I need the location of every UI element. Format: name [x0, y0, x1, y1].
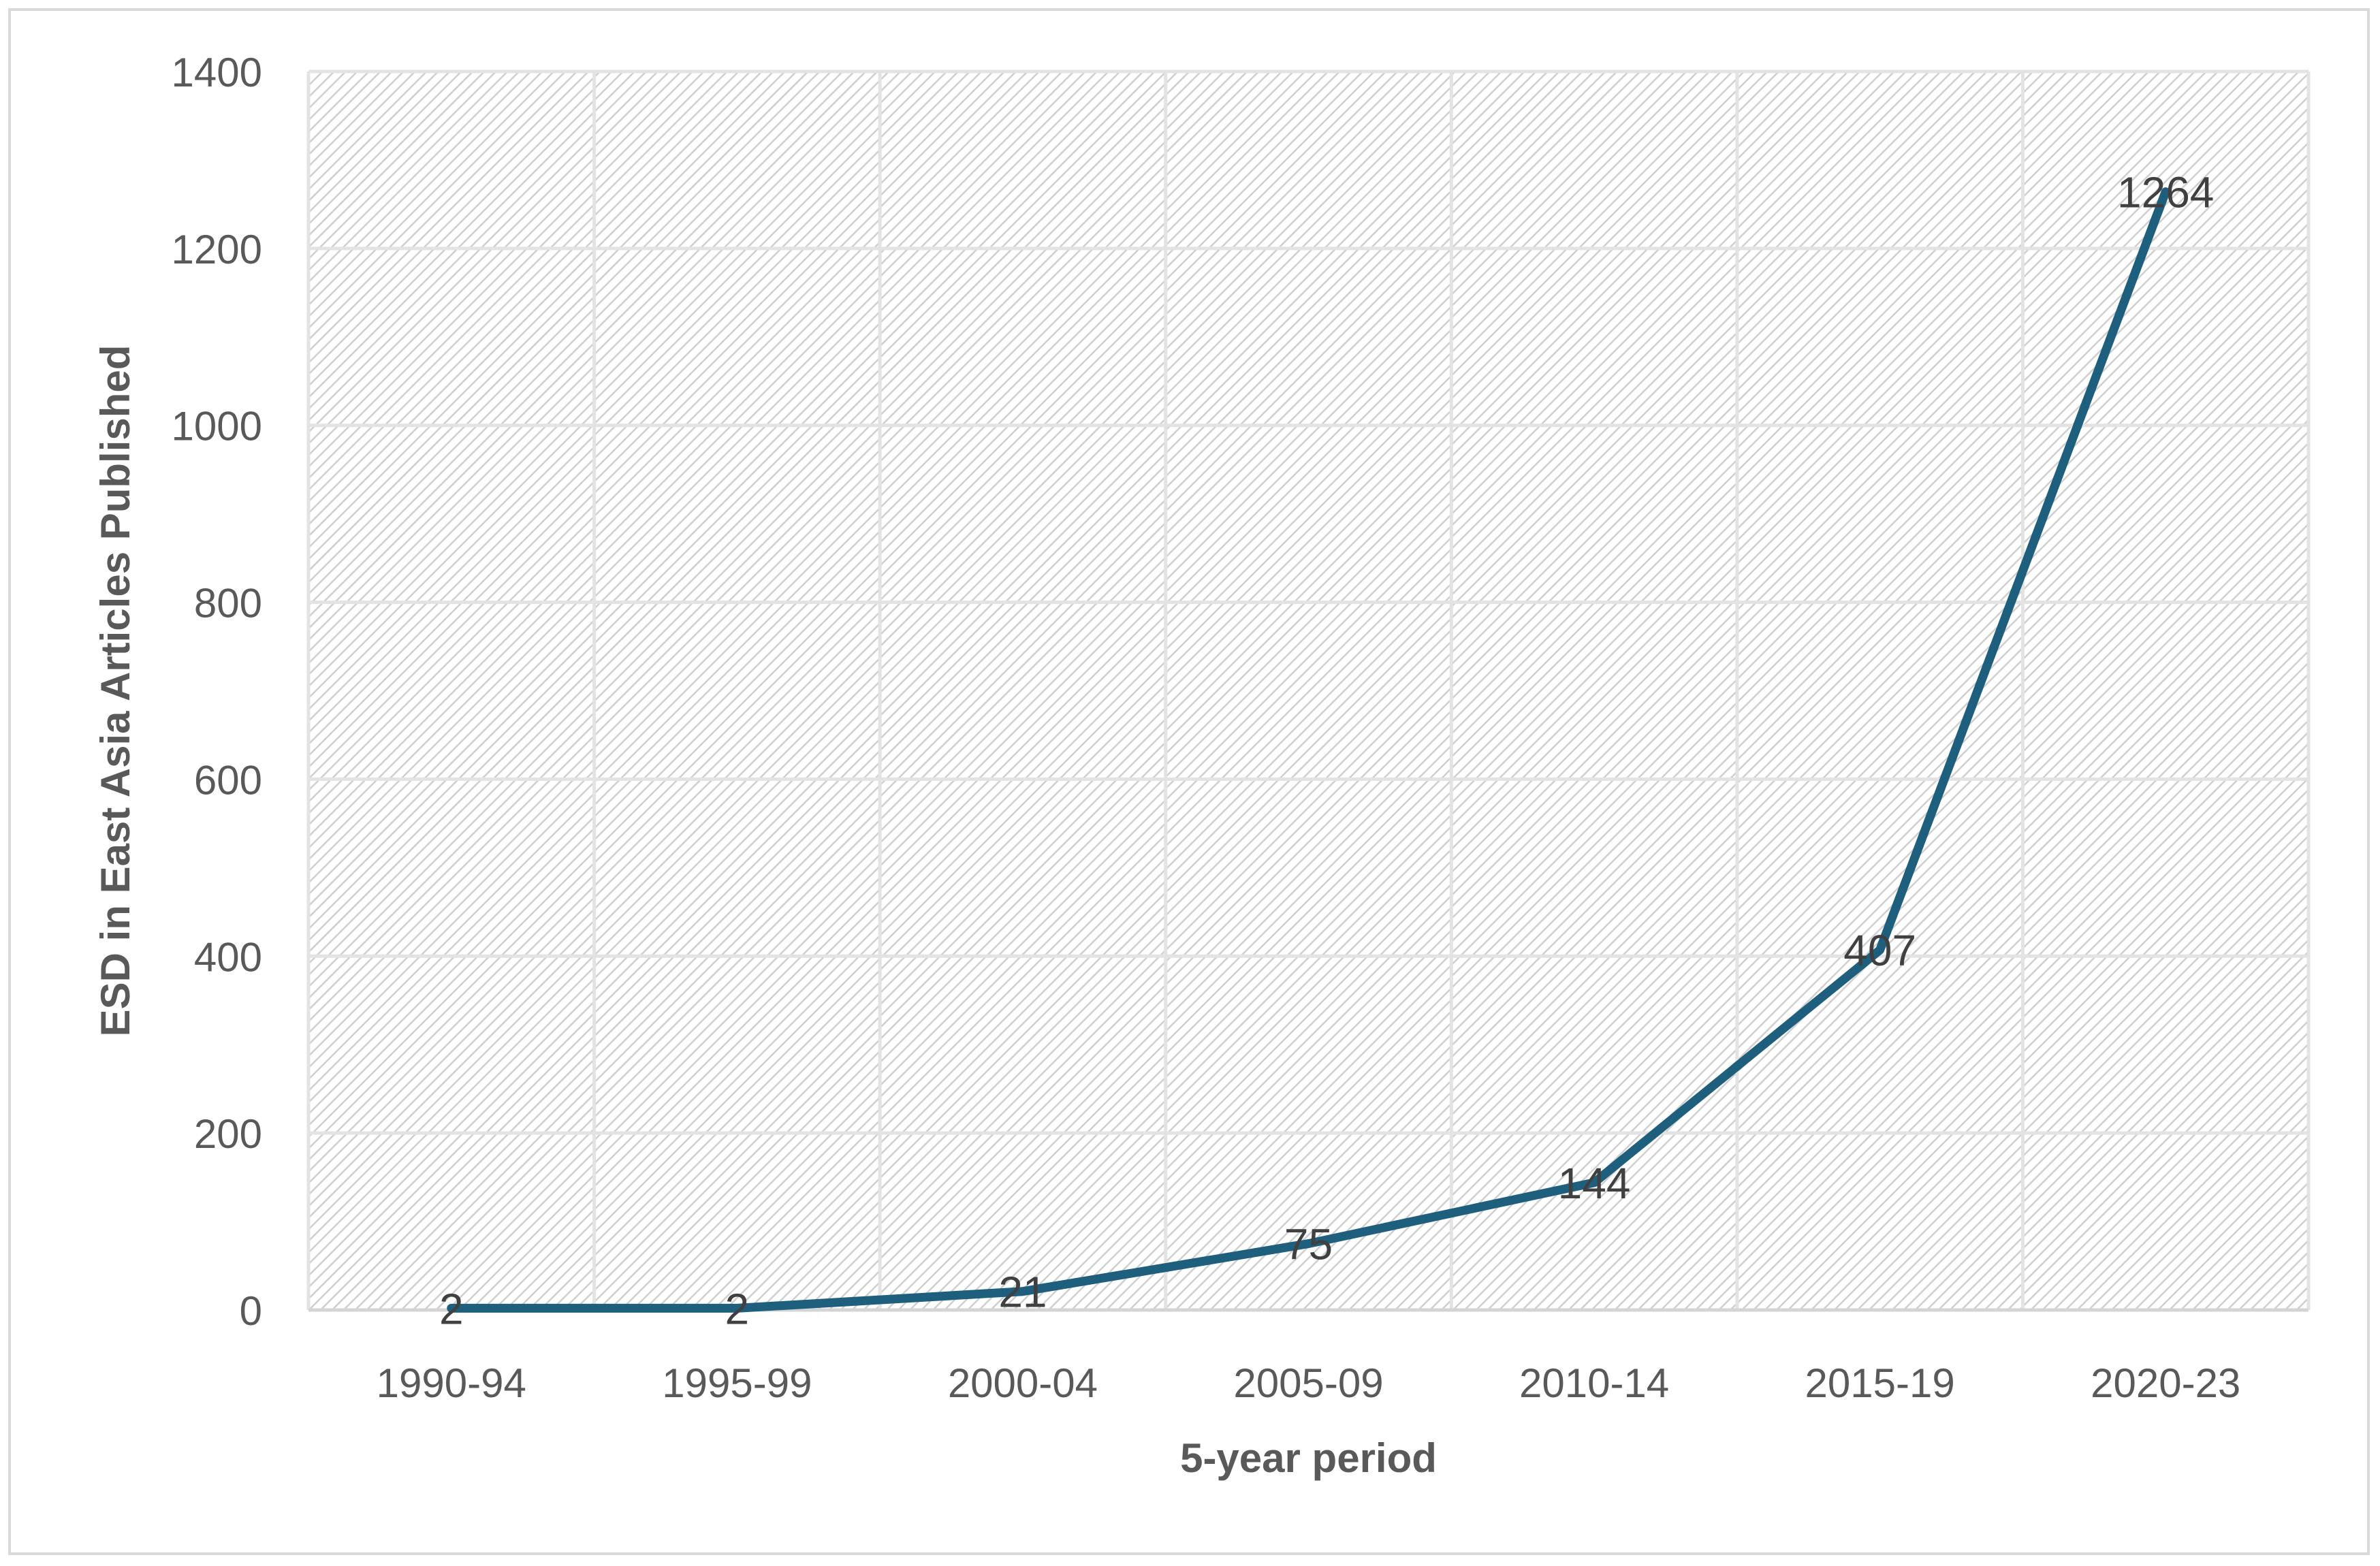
data-point — [1018, 1287, 1027, 1296]
data-label: 1264 — [2117, 168, 2214, 217]
y-tick-label: 200 — [194, 1111, 262, 1157]
x-tick-label: 2005-09 — [1233, 1360, 1383, 1406]
y-tick-label: 1000 — [172, 404, 262, 449]
y-tick-label: 1400 — [172, 50, 262, 95]
data-label: 2 — [725, 1284, 750, 1333]
x-tick-label: 1990-94 — [377, 1360, 526, 1406]
x-tick-label: 1995-99 — [662, 1360, 812, 1406]
data-point — [1875, 946, 1884, 955]
data-point — [2161, 187, 2170, 196]
x-tick-label: 2000-04 — [948, 1360, 1098, 1406]
x-axis-title: 5-year period — [1180, 1435, 1437, 1481]
data-label: 407 — [1843, 926, 1916, 975]
data-point — [1304, 1239, 1313, 1248]
y-tick-label: 0 — [240, 1288, 262, 1334]
data-label: 144 — [1558, 1159, 1631, 1208]
data-point — [447, 1304, 456, 1313]
x-tick-label: 2010-14 — [1519, 1360, 1669, 1406]
data-label: 2 — [439, 1284, 464, 1333]
data-point — [1590, 1178, 1599, 1187]
data-label: 21 — [998, 1268, 1047, 1317]
data-point — [733, 1304, 742, 1313]
x-tick-label: 2015-19 — [1805, 1360, 1955, 1406]
y-tick-label: 600 — [194, 757, 262, 803]
y-tick-label: 800 — [194, 581, 262, 626]
x-tick-label: 2020-23 — [2091, 1360, 2240, 1406]
plot-area — [308, 71, 2308, 1310]
y-tick-label: 1200 — [172, 227, 262, 272]
data-label: 75 — [1284, 1220, 1333, 1269]
y-axis-title: ESD in East Asia Articles Published — [93, 345, 138, 1037]
y-tick-label: 400 — [194, 934, 262, 980]
